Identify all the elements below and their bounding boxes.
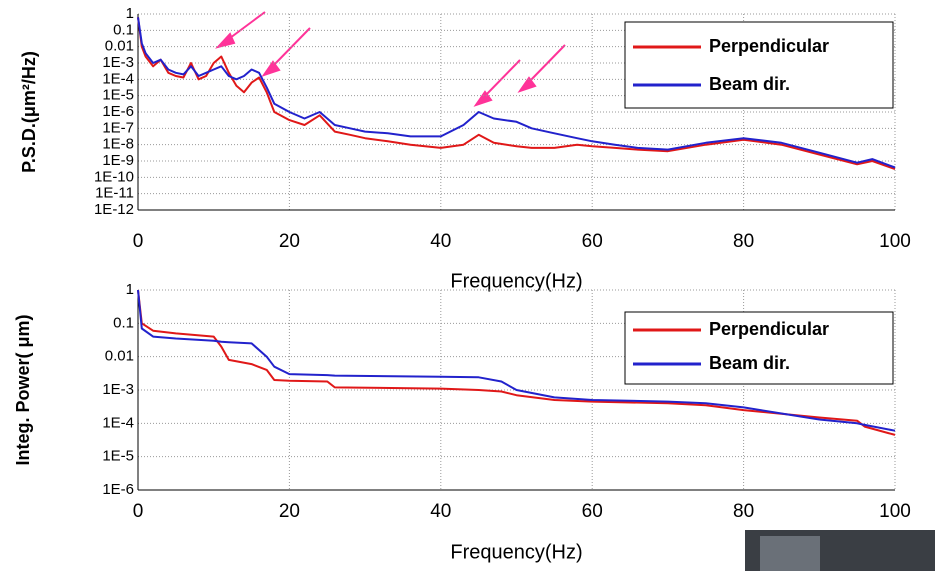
x-tick-label: 0: [133, 501, 144, 522]
y-tick-label: 1E-7: [102, 119, 134, 136]
y-tick-label: 1: [126, 5, 134, 22]
x-tick-label: 80: [733, 231, 754, 252]
series-line: [137, 289, 896, 432]
x-tick-label: 60: [582, 231, 603, 252]
x-axis-label: Frequency(Hz): [450, 270, 582, 292]
y-axis-label: P.S.D.(μm²/Hz): [19, 51, 39, 173]
legend-label: Beam dir.: [709, 74, 790, 94]
x-tick-label: 60: [582, 501, 603, 522]
y-tick-label: 1E-3: [102, 54, 134, 71]
photo-fragment: [760, 536, 820, 571]
legend-box: [624, 21, 894, 109]
arrowhead: [473, 90, 493, 107]
arrowhead: [261, 60, 281, 77]
annotation-arrows: [214, 11, 566, 107]
y-tick-label: 1: [126, 281, 134, 298]
y-axis-label: Integ. Power( μm): [13, 314, 33, 465]
x-tick-label: 20: [279, 501, 300, 522]
legend-label: Perpendicular: [709, 36, 829, 56]
y-tick-label: 1E-4: [102, 414, 134, 431]
y-tick-label: 1E-8: [102, 136, 134, 153]
y-tick-label: 1E-5: [102, 87, 134, 104]
legend-label: Perpendicular: [709, 319, 829, 339]
arrowhead: [214, 32, 236, 49]
x-tick-label: 40: [430, 231, 451, 252]
y-tick-label: 0.1: [113, 21, 134, 38]
arrow: [270, 27, 311, 69]
x-axis-label: Frequency(Hz): [450, 541, 582, 563]
x-tick-label: 40: [430, 501, 451, 522]
y-tick-label: 1E-3: [102, 381, 134, 398]
y-tick-label: 1E-9: [102, 152, 134, 169]
x-tick-label: 0: [133, 231, 144, 252]
y-tick-label: 1E-10: [94, 168, 134, 185]
y-tick-label: 0.1: [113, 314, 134, 331]
y-tick-label: 0.01: [105, 348, 134, 365]
legend-box: [624, 311, 894, 385]
y-tick-label: 1E-6: [102, 481, 134, 498]
x-tick-label: 20: [279, 231, 300, 252]
y-tick-label: 1E-5: [102, 448, 134, 465]
y-tick-label: 1E-12: [94, 201, 134, 218]
y-tick-label: 1E-6: [102, 103, 134, 120]
arrow: [526, 44, 566, 85]
y-tick-label: 1E-4: [102, 70, 134, 87]
x-tick-label: 100: [879, 231, 911, 252]
legend-label: Beam dir.: [709, 353, 790, 373]
arrow: [225, 11, 266, 42]
x-tick-label: 100: [879, 501, 911, 522]
x-tick-label: 80: [733, 501, 754, 522]
arrowhead: [517, 76, 537, 93]
series-line: [137, 289, 896, 436]
y-tick-label: 0.01: [105, 38, 134, 55]
series-line: [137, 17, 896, 169]
y-tick-label: 1E-11: [95, 185, 134, 202]
